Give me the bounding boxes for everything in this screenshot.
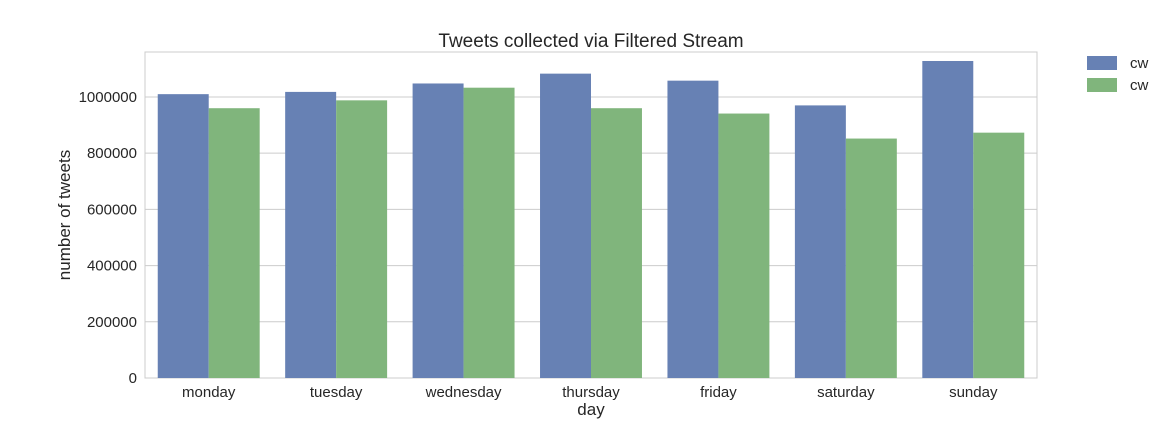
bar-thursday-series-2 [591,108,642,378]
y-tick-label: 200000 [87,314,137,331]
legend-label: cw [1130,77,1149,94]
y-tick-label: 600000 [87,201,137,218]
bar-sunday-series-2 [973,132,1025,378]
y-tick-label: 800000 [87,145,137,162]
x-tick-label: sunday [949,384,998,401]
bars [157,60,1025,379]
x-tick-label: wednesday [425,384,502,401]
bar-monday-series-1 [157,94,209,378]
bar-wednesday-series-2 [463,87,515,378]
x-tick-label: monday [182,384,236,401]
x-tick-label: thursday [562,384,620,401]
x-axis-label: day [577,400,605,419]
bar-sunday-series-1 [922,60,974,378]
x-tick-label: tuesday [310,384,363,401]
bar-friday-series-2 [718,113,770,378]
legend-swatch [1087,78,1117,92]
y-axis-label: number of tweets [55,150,74,280]
y-tick-label: 1000000 [79,89,137,106]
bar-wednesday-series-1 [412,83,464,378]
y-tick-label: 400000 [87,258,137,275]
legend-swatch [1087,56,1117,70]
bar-saturday-series-2 [845,138,897,378]
chart-title: Tweets collected via Filtered Stream [438,31,743,52]
bar-thursday-series-1 [540,73,591,379]
bar-friday-series-1 [667,80,719,378]
y-tick-label: 0 [129,370,137,387]
x-tick-label: saturday [817,384,875,401]
bar-tuesday-series-1 [285,91,337,379]
x-axis-ticks: monday tuesday wednesday thursday friday satu… [182,384,998,401]
y-axis-ticks: 0 200000 400000 600000 800000 1000000 [79,89,137,387]
x-tick-label: friday [700,384,737,401]
legend: cw cw [1087,55,1149,94]
bar-tuesday-series-2 [336,100,388,379]
bar-saturday-series-1 [794,105,846,379]
legend-label: cw [1130,55,1149,72]
bar-monday-series-2 [208,108,260,378]
